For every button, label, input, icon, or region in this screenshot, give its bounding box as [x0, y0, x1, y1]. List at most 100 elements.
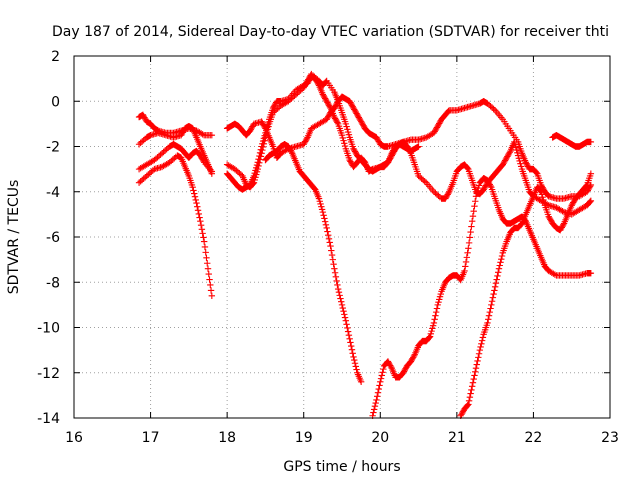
- data-point: [546, 214, 553, 222]
- data-point: [351, 148, 359, 155]
- data-point: [436, 118, 444, 126]
- data-point: [387, 362, 394, 369]
- data-point: [421, 178, 428, 185]
- data-point: [514, 152, 522, 159]
- data-point: [168, 157, 175, 165]
- data-point: [488, 298, 496, 305]
- data-point: [320, 212, 327, 219]
- data-point: [495, 269, 502, 276]
- data-point: [540, 196, 547, 204]
- data-point: [256, 152, 263, 160]
- data-point: [524, 161, 531, 169]
- data-point: [252, 167, 259, 174]
- data-point: [143, 172, 150, 180]
- data-point: [341, 142, 349, 150]
- data-point: [477, 343, 484, 351]
- data-point: [334, 285, 342, 293]
- data-point: [341, 140, 348, 147]
- data-point: [506, 149, 513, 156]
- data-point: [321, 95, 329, 102]
- data-point: [198, 226, 206, 233]
- y-tick-label: 0: [51, 94, 60, 110]
- data-point: [511, 141, 519, 148]
- data-point: [315, 195, 323, 202]
- data-point: [410, 354, 417, 361]
- data-point: [287, 147, 294, 154]
- data-point: [141, 114, 148, 121]
- data-point: [513, 146, 520, 154]
- data-point: [332, 116, 340, 124]
- data-point: [334, 281, 341, 289]
- data-point: [498, 255, 505, 263]
- data-point: [325, 100, 332, 108]
- data-point: [351, 146, 358, 154]
- data-point: [467, 390, 474, 397]
- data-point: [311, 185, 318, 192]
- data-point: [145, 171, 152, 178]
- data-point: [479, 334, 487, 341]
- data-point: [340, 308, 347, 315]
- data-point: [331, 113, 338, 121]
- data-point: [336, 292, 343, 299]
- data-point: [348, 346, 356, 353]
- data-point: [430, 188, 438, 195]
- data-point: [344, 126, 351, 133]
- data-point: [560, 221, 567, 228]
- data-point: [357, 378, 365, 385]
- data-point: [178, 130, 186, 138]
- data-point: [356, 115, 363, 123]
- data-point: [347, 339, 354, 346]
- data-point: [146, 169, 154, 177]
- data-point: [465, 401, 472, 408]
- data-point: [343, 321, 350, 328]
- data-point: [351, 360, 359, 367]
- data-point: [426, 333, 434, 340]
- data-point: [407, 358, 415, 365]
- data-point: [338, 301, 346, 309]
- data-point: [537, 188, 545, 195]
- data-point: [204, 265, 212, 272]
- data-point: [568, 202, 575, 209]
- data-point: [426, 334, 433, 341]
- data-point: [355, 114, 363, 121]
- data-point: [540, 199, 548, 206]
- data-point: [470, 208, 477, 215]
- data-point: [493, 276, 500, 283]
- data-point: [346, 98, 353, 105]
- data-point: [472, 368, 479, 376]
- data-point: [322, 96, 330, 104]
- data-point: [194, 203, 201, 210]
- data-point: [465, 397, 473, 405]
- data-point: [285, 144, 293, 152]
- data-point: [557, 227, 564, 234]
- data-point: [197, 222, 205, 229]
- data-point: [487, 182, 494, 190]
- data-point: [490, 105, 497, 113]
- data-point: [445, 189, 452, 197]
- data-point: [466, 393, 474, 401]
- x-tick-label: 17: [142, 430, 160, 446]
- data-point: [583, 182, 590, 190]
- data-point: [339, 304, 346, 312]
- data-point: [261, 132, 268, 139]
- series-s11: [549, 131, 595, 150]
- data-point: [347, 99, 354, 106]
- x-tick-label: 19: [295, 430, 313, 446]
- data-point: [473, 361, 480, 368]
- data-point: [354, 112, 362, 120]
- data-point: [539, 193, 546, 201]
- data-point: [137, 178, 144, 185]
- data-point: [347, 159, 355, 166]
- data-point: [517, 221, 525, 228]
- data-point: [370, 409, 377, 416]
- x-axis-ticks: 16 17 18 19 20 21 22 23: [65, 56, 619, 446]
- data-point: [137, 139, 144, 147]
- data-point: [489, 294, 497, 301]
- data-point: [484, 177, 491, 184]
- data-point: [428, 327, 435, 335]
- data-point: [200, 234, 207, 241]
- data-point: [206, 276, 213, 283]
- data-point: [250, 172, 258, 180]
- data-point: [256, 149, 264, 157]
- data-point: [389, 148, 396, 156]
